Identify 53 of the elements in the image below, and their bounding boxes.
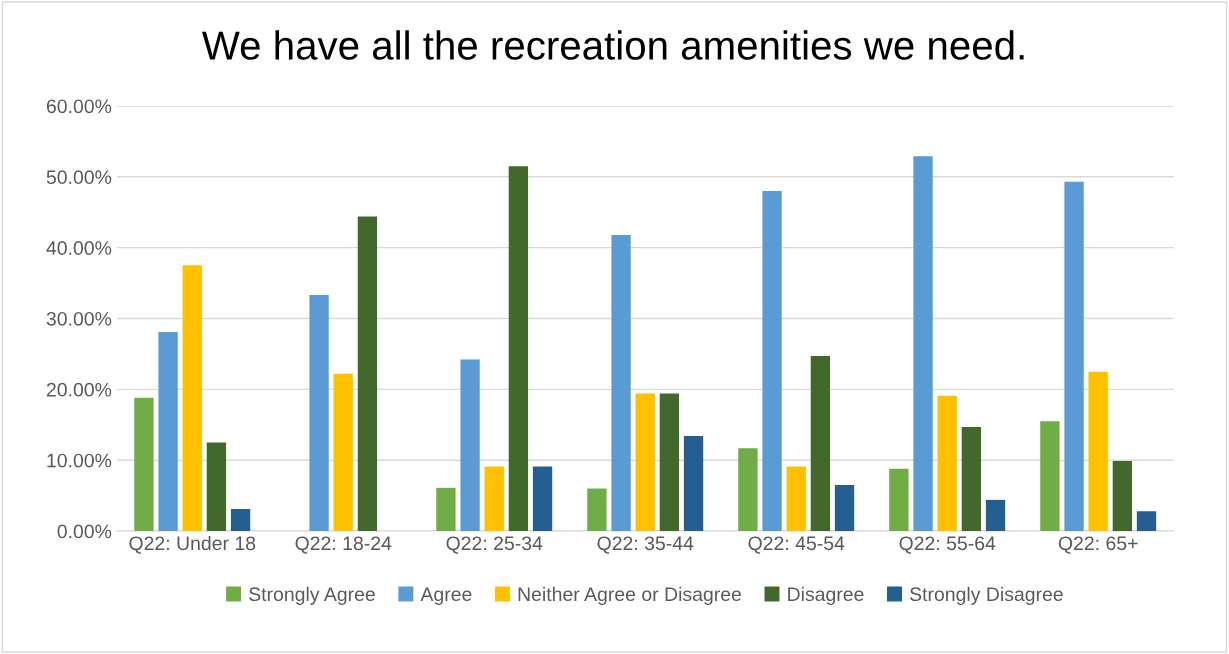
bar (182, 265, 202, 532)
y-tick-label: 50.00% (46, 170, 112, 185)
x-tick-label: Q22: Under 18 (129, 535, 256, 554)
bar (206, 442, 227, 532)
x-tick-label: Q22: 25-34 (446, 536, 543, 554)
bar (635, 393, 655, 532)
bar (1040, 421, 1060, 532)
bar (436, 487, 456, 532)
bar (484, 466, 504, 532)
y-tick-label: 60.00% (46, 99, 112, 114)
bar (460, 359, 480, 532)
bar (357, 216, 378, 532)
bar (532, 466, 553, 532)
bar (889, 468, 909, 532)
bar (659, 393, 680, 532)
legend-label: Disagree (788, 586, 864, 605)
bar (1112, 460, 1133, 532)
legend-label: Neither Agree or Disagree (518, 586, 742, 605)
bar (1088, 371, 1108, 532)
y-tick-label: 0.00% (57, 524, 112, 539)
x-tick-label: Q22: 18-24 (295, 536, 392, 554)
bar (738, 448, 758, 532)
x-tick-label: Q22: 45-54 (748, 536, 845, 554)
bar (786, 466, 806, 532)
y-tick-label: 10.00% (47, 453, 112, 468)
bar (333, 373, 353, 532)
bar (810, 356, 831, 532)
bar (508, 166, 529, 532)
bar (937, 395, 957, 532)
y-tick-label: 20.00% (46, 382, 112, 397)
legend-label: Strongly Agree (249, 586, 375, 605)
bar (158, 331, 178, 532)
bar (309, 295, 329, 532)
bar (134, 397, 154, 532)
bar (1064, 181, 1084, 532)
bar (913, 156, 933, 532)
bar (985, 499, 1006, 532)
legend-label: Strongly Disagree (909, 586, 1063, 605)
bar (611, 234, 631, 532)
bar (762, 190, 782, 532)
y-tick-label: 30.00% (46, 311, 112, 326)
bar (683, 436, 704, 532)
x-tick-label: Q22: 35-44 (597, 536, 694, 554)
chart-title: We have all the recreation amenities we need. (201, 30, 1024, 60)
x-tick-label: Q22: 55-64 (899, 536, 996, 554)
bar (587, 488, 607, 532)
legend-label: Agree (420, 587, 472, 605)
bar (834, 485, 855, 532)
bar (1136, 511, 1157, 532)
bar (961, 426, 982, 532)
bar (230, 509, 251, 532)
y-tick-label: 40.00% (46, 241, 112, 255)
x-tick-label: Q22: 65+ (1058, 536, 1138, 554)
